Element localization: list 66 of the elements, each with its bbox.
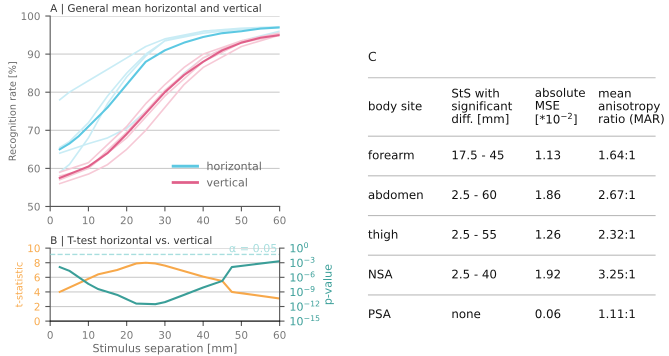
x-tick-label: 30 xyxy=(159,331,171,339)
y-tick-label: 90 xyxy=(28,50,40,58)
y2-axis-title: p-value xyxy=(323,264,334,304)
x-tick-label: 50 xyxy=(236,331,248,339)
text: 2.5 - 40 xyxy=(452,270,496,279)
text: StS with significant diff. [mm] xyxy=(452,88,512,125)
x-axis-title: Stimulus separation [mm] xyxy=(93,344,236,354)
text: 3.25:1 xyxy=(598,270,635,279)
text: 1.64:1 xyxy=(599,150,635,160)
text: 2.32:1 xyxy=(598,230,635,239)
y-tick-label: 80 xyxy=(28,88,40,96)
x-tick-label: 60 xyxy=(274,331,286,339)
x-tick-label: 20 xyxy=(120,216,133,224)
text: mean anisotropy ratio (MAR) xyxy=(598,90,664,125)
text: C xyxy=(368,52,376,62)
x-tick-label: 10 xyxy=(82,216,94,224)
text: 1.11:1 xyxy=(599,309,635,318)
x-tick-label: 40 xyxy=(197,216,210,224)
legend-label: vertical xyxy=(206,178,247,187)
x-tick-label: 10 xyxy=(82,331,94,339)
text: 17.5 - 45 xyxy=(452,150,504,160)
y-tick-label: 70 xyxy=(28,126,40,134)
y2-tick-label: 10$^{−12}$ xyxy=(290,300,320,311)
text: 2.67:1 xyxy=(598,190,635,200)
y2-tick-label: 10$^{−6}$ xyxy=(290,271,315,282)
text: PSA xyxy=(369,309,391,318)
text: NSA xyxy=(369,270,392,279)
y-tick-label: 2 xyxy=(34,302,40,310)
text: 1.13 xyxy=(536,150,560,160)
y-tick-label: 4 xyxy=(34,288,40,296)
text: thigh xyxy=(368,230,398,242)
y-tick-label: 6 xyxy=(34,274,40,282)
text: forearm xyxy=(368,150,414,160)
text: 0.06 xyxy=(536,309,560,318)
text: abdomen xyxy=(368,190,423,200)
text: 2.5 - 60 xyxy=(452,190,496,200)
y-axis-title: Recognition rate [%] xyxy=(8,62,18,160)
x-tick-label: 40 xyxy=(197,331,210,339)
y-tick-label: 100 xyxy=(22,12,40,20)
y2-tick-label: 10$^{−9}$ xyxy=(290,286,315,296)
y-tick-label: 0 xyxy=(34,317,40,326)
x-tick-label: 20 xyxy=(120,331,133,339)
text: 2.5 - 55 xyxy=(452,230,496,239)
y-tick-label: 50 xyxy=(28,202,40,211)
chart-title: B | T-test horizontal vs. vertical xyxy=(51,236,212,246)
x-tick-label: 50 xyxy=(236,216,248,224)
y-tick-label: 10 xyxy=(28,244,40,252)
legend-label: horizontal xyxy=(207,162,261,170)
y-tick-label: 60 xyxy=(28,164,40,172)
chart-title: A | General mean horizontal and vertical xyxy=(50,4,261,14)
text: absolute MSE [*10$^{−2}$] xyxy=(536,88,585,125)
ref-line-label: α = 0.05 xyxy=(230,244,276,252)
y2-tick-label: 10$^{0}$ xyxy=(290,242,308,252)
y-tick-label: 8 xyxy=(34,258,40,267)
text: body site xyxy=(369,101,422,113)
y2-tick-label: 10$^{−3}$ xyxy=(290,256,314,268)
text: none xyxy=(452,311,480,318)
x-tick-label: 0 xyxy=(48,216,53,224)
text: 1.92 xyxy=(536,270,560,279)
x-tick-label: 30 xyxy=(159,216,171,224)
x-tick-label: 0 xyxy=(48,331,53,339)
text: 1.26 xyxy=(536,230,560,239)
text: 1.86 xyxy=(536,190,560,200)
y-axis-title: t-statistic xyxy=(15,262,23,308)
y2-tick-label: 10$^{−15}$ xyxy=(290,315,320,326)
x-tick-label: 60 xyxy=(274,216,286,224)
